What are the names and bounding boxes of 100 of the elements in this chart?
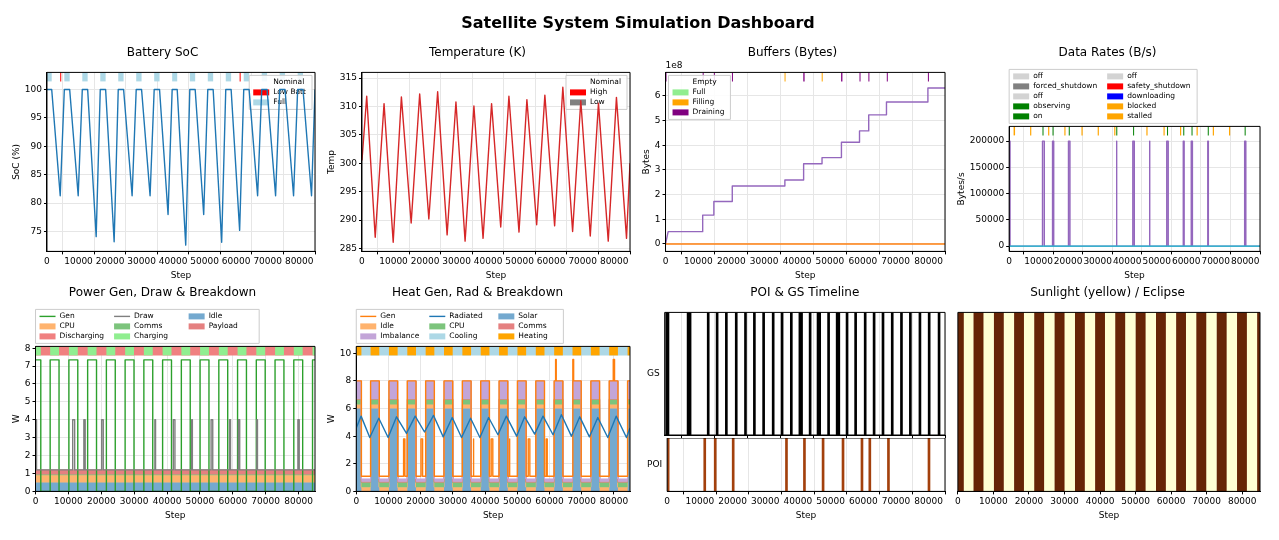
x-tick-label: 30000 bbox=[127, 256, 157, 267]
x-tick-label: 70000 bbox=[1201, 256, 1231, 267]
y-tick-label: 100000 bbox=[969, 187, 1005, 198]
y-tick-label: 75 bbox=[30, 225, 42, 236]
x-tick-label: 40000 bbox=[783, 496, 813, 507]
y-axis-title: GS bbox=[647, 368, 660, 379]
x-tick-label: 30000 bbox=[1050, 496, 1080, 507]
x-tick-label: 40000 bbox=[152, 496, 182, 507]
x-tick-label: 20000 bbox=[718, 496, 748, 507]
x-tick-label: 70000 bbox=[1192, 496, 1222, 507]
x-tick-label: 50000 bbox=[1142, 256, 1172, 267]
x-tick-label: 60000 bbox=[1171, 256, 1201, 267]
x-tick-label: 50000 bbox=[816, 496, 846, 507]
x-tick-label: 10000 bbox=[64, 256, 94, 267]
y-tick-label: 300 bbox=[339, 157, 358, 168]
chart-title: Data Rates (B/s) bbox=[1058, 45, 1157, 60]
x-tick-label: 10000 bbox=[684, 256, 713, 267]
y-tick-label: 285 bbox=[339, 242, 357, 253]
x-tick-label: 40000 bbox=[158, 256, 188, 267]
x-tick-label: 20000 bbox=[1053, 256, 1083, 267]
y-tick-label: 2 bbox=[654, 188, 661, 199]
y-tick-label: 8 bbox=[24, 342, 31, 353]
y-axis-title: SoC (%) bbox=[10, 143, 21, 180]
text: 1e8 bbox=[665, 60, 683, 71]
text: Satellite System Simulation Dashboard bbox=[460, 12, 816, 34]
x-tick-label: 50000 bbox=[502, 496, 532, 507]
x-tick-label: 30000 bbox=[438, 496, 468, 507]
x-tick-label: 0 bbox=[664, 496, 671, 507]
x-tick-label: 10000 bbox=[979, 496, 1008, 507]
x-tick-label: 80000 bbox=[599, 256, 629, 267]
x-tick-label: 60000 bbox=[536, 256, 566, 267]
x-tick-label: 60000 bbox=[848, 256, 878, 267]
x-axis-title: Step bbox=[170, 269, 192, 280]
x-tick-label: 20000 bbox=[410, 256, 440, 267]
x-tick-label: 30000 bbox=[119, 496, 149, 507]
y-tick-label: 7 bbox=[24, 360, 31, 371]
x-tick-label: 20000 bbox=[95, 256, 125, 267]
x-tick-label: 60000 bbox=[1156, 496, 1186, 507]
x-tick-label: 60000 bbox=[221, 256, 251, 267]
x-tick-label: 20000 bbox=[406, 496, 436, 507]
y-tick-label: 1 bbox=[654, 213, 661, 224]
y-tick-label: 100 bbox=[24, 83, 43, 94]
x-axis-title: Step bbox=[795, 509, 817, 520]
y-tick-label: 305 bbox=[339, 129, 357, 140]
x-tick-label: 60000 bbox=[848, 496, 878, 507]
x-tick-label: 80000 bbox=[914, 256, 944, 267]
x-tick-label: 70000 bbox=[881, 496, 911, 507]
y-tick-label: 90 bbox=[30, 140, 43, 151]
y-axis-title: Bytes/s bbox=[955, 172, 966, 206]
x-tick-label: 80000 bbox=[284, 256, 314, 267]
x-tick-label: 10000 bbox=[379, 256, 409, 267]
x-tick-label: 40000 bbox=[1085, 496, 1115, 507]
x-tick-label: 0 bbox=[662, 256, 669, 267]
x-tick-label: 0 bbox=[44, 256, 51, 267]
y-tick-label: 295 bbox=[339, 186, 357, 197]
y-tick-label: 80 bbox=[30, 197, 43, 208]
x-tick-label: 70000 bbox=[881, 256, 911, 267]
x-tick-label: 60000 bbox=[535, 496, 565, 507]
x-tick-label: 0 bbox=[1006, 256, 1013, 267]
y-tick-label: 0 bbox=[24, 485, 31, 496]
x-tick-label: 40000 bbox=[782, 256, 812, 267]
y-tick-label: 85 bbox=[30, 169, 42, 180]
x-tick-label: 0 bbox=[359, 256, 366, 267]
x-axis-title: Step bbox=[795, 269, 816, 280]
y-tick-label: 4 bbox=[24, 414, 31, 425]
x-tick-label: 30000 bbox=[749, 256, 779, 267]
x-axis-title: Step bbox=[1098, 509, 1120, 520]
x-tick-label: 70000 bbox=[251, 496, 281, 507]
x-tick-label: 10000 bbox=[374, 496, 404, 507]
chart-title: Temperature (K) bbox=[427, 45, 527, 60]
y-axis-title: Temp bbox=[325, 149, 336, 175]
y-tick-label: 0 bbox=[345, 485, 352, 496]
x-tick-label: 70000 bbox=[567, 496, 597, 507]
x-tick-label: 80000 bbox=[914, 496, 944, 507]
y-tick-label: 4 bbox=[654, 139, 661, 150]
chart-title: Buffers (Bytes) bbox=[747, 45, 838, 60]
x-tick-label: 50000 bbox=[815, 256, 845, 267]
y-tick-label: 1 bbox=[24, 467, 31, 478]
x-tick-label: 20000 bbox=[716, 256, 746, 267]
y-tick-label: 4 bbox=[345, 430, 352, 441]
chart-title: Heat Gen, Rad & Breakdown bbox=[391, 285, 564, 300]
x-tick-label: 0 bbox=[955, 496, 961, 507]
chart-title: POI & GS Timeline bbox=[750, 285, 860, 300]
y-tick-label: 6 bbox=[654, 90, 661, 101]
x-tick-label: 80000 bbox=[599, 496, 629, 507]
x-tick-label: 50000 bbox=[190, 256, 220, 267]
y-tick-label: 95 bbox=[30, 112, 42, 123]
y-axis-title: W bbox=[325, 414, 336, 424]
x-tick-label: 30000 bbox=[1083, 256, 1113, 267]
chart-title: Sunlight (yellow) / Eclipse bbox=[1030, 285, 1185, 300]
y-tick-label: 3 bbox=[24, 432, 31, 443]
x-tick-label: 10000 bbox=[54, 496, 83, 507]
x-axis-title: Step bbox=[165, 509, 186, 520]
y-tick-label: 2 bbox=[24, 449, 31, 460]
x-tick-label: 70000 bbox=[568, 256, 598, 267]
y-tick-label: 150000 bbox=[969, 161, 1005, 172]
y-tick-label: 0 bbox=[654, 238, 661, 249]
x-tick-label: 20000 bbox=[1014, 496, 1044, 507]
y-tick-label: 6 bbox=[24, 378, 31, 389]
chart-title: Battery SoC bbox=[126, 45, 199, 60]
